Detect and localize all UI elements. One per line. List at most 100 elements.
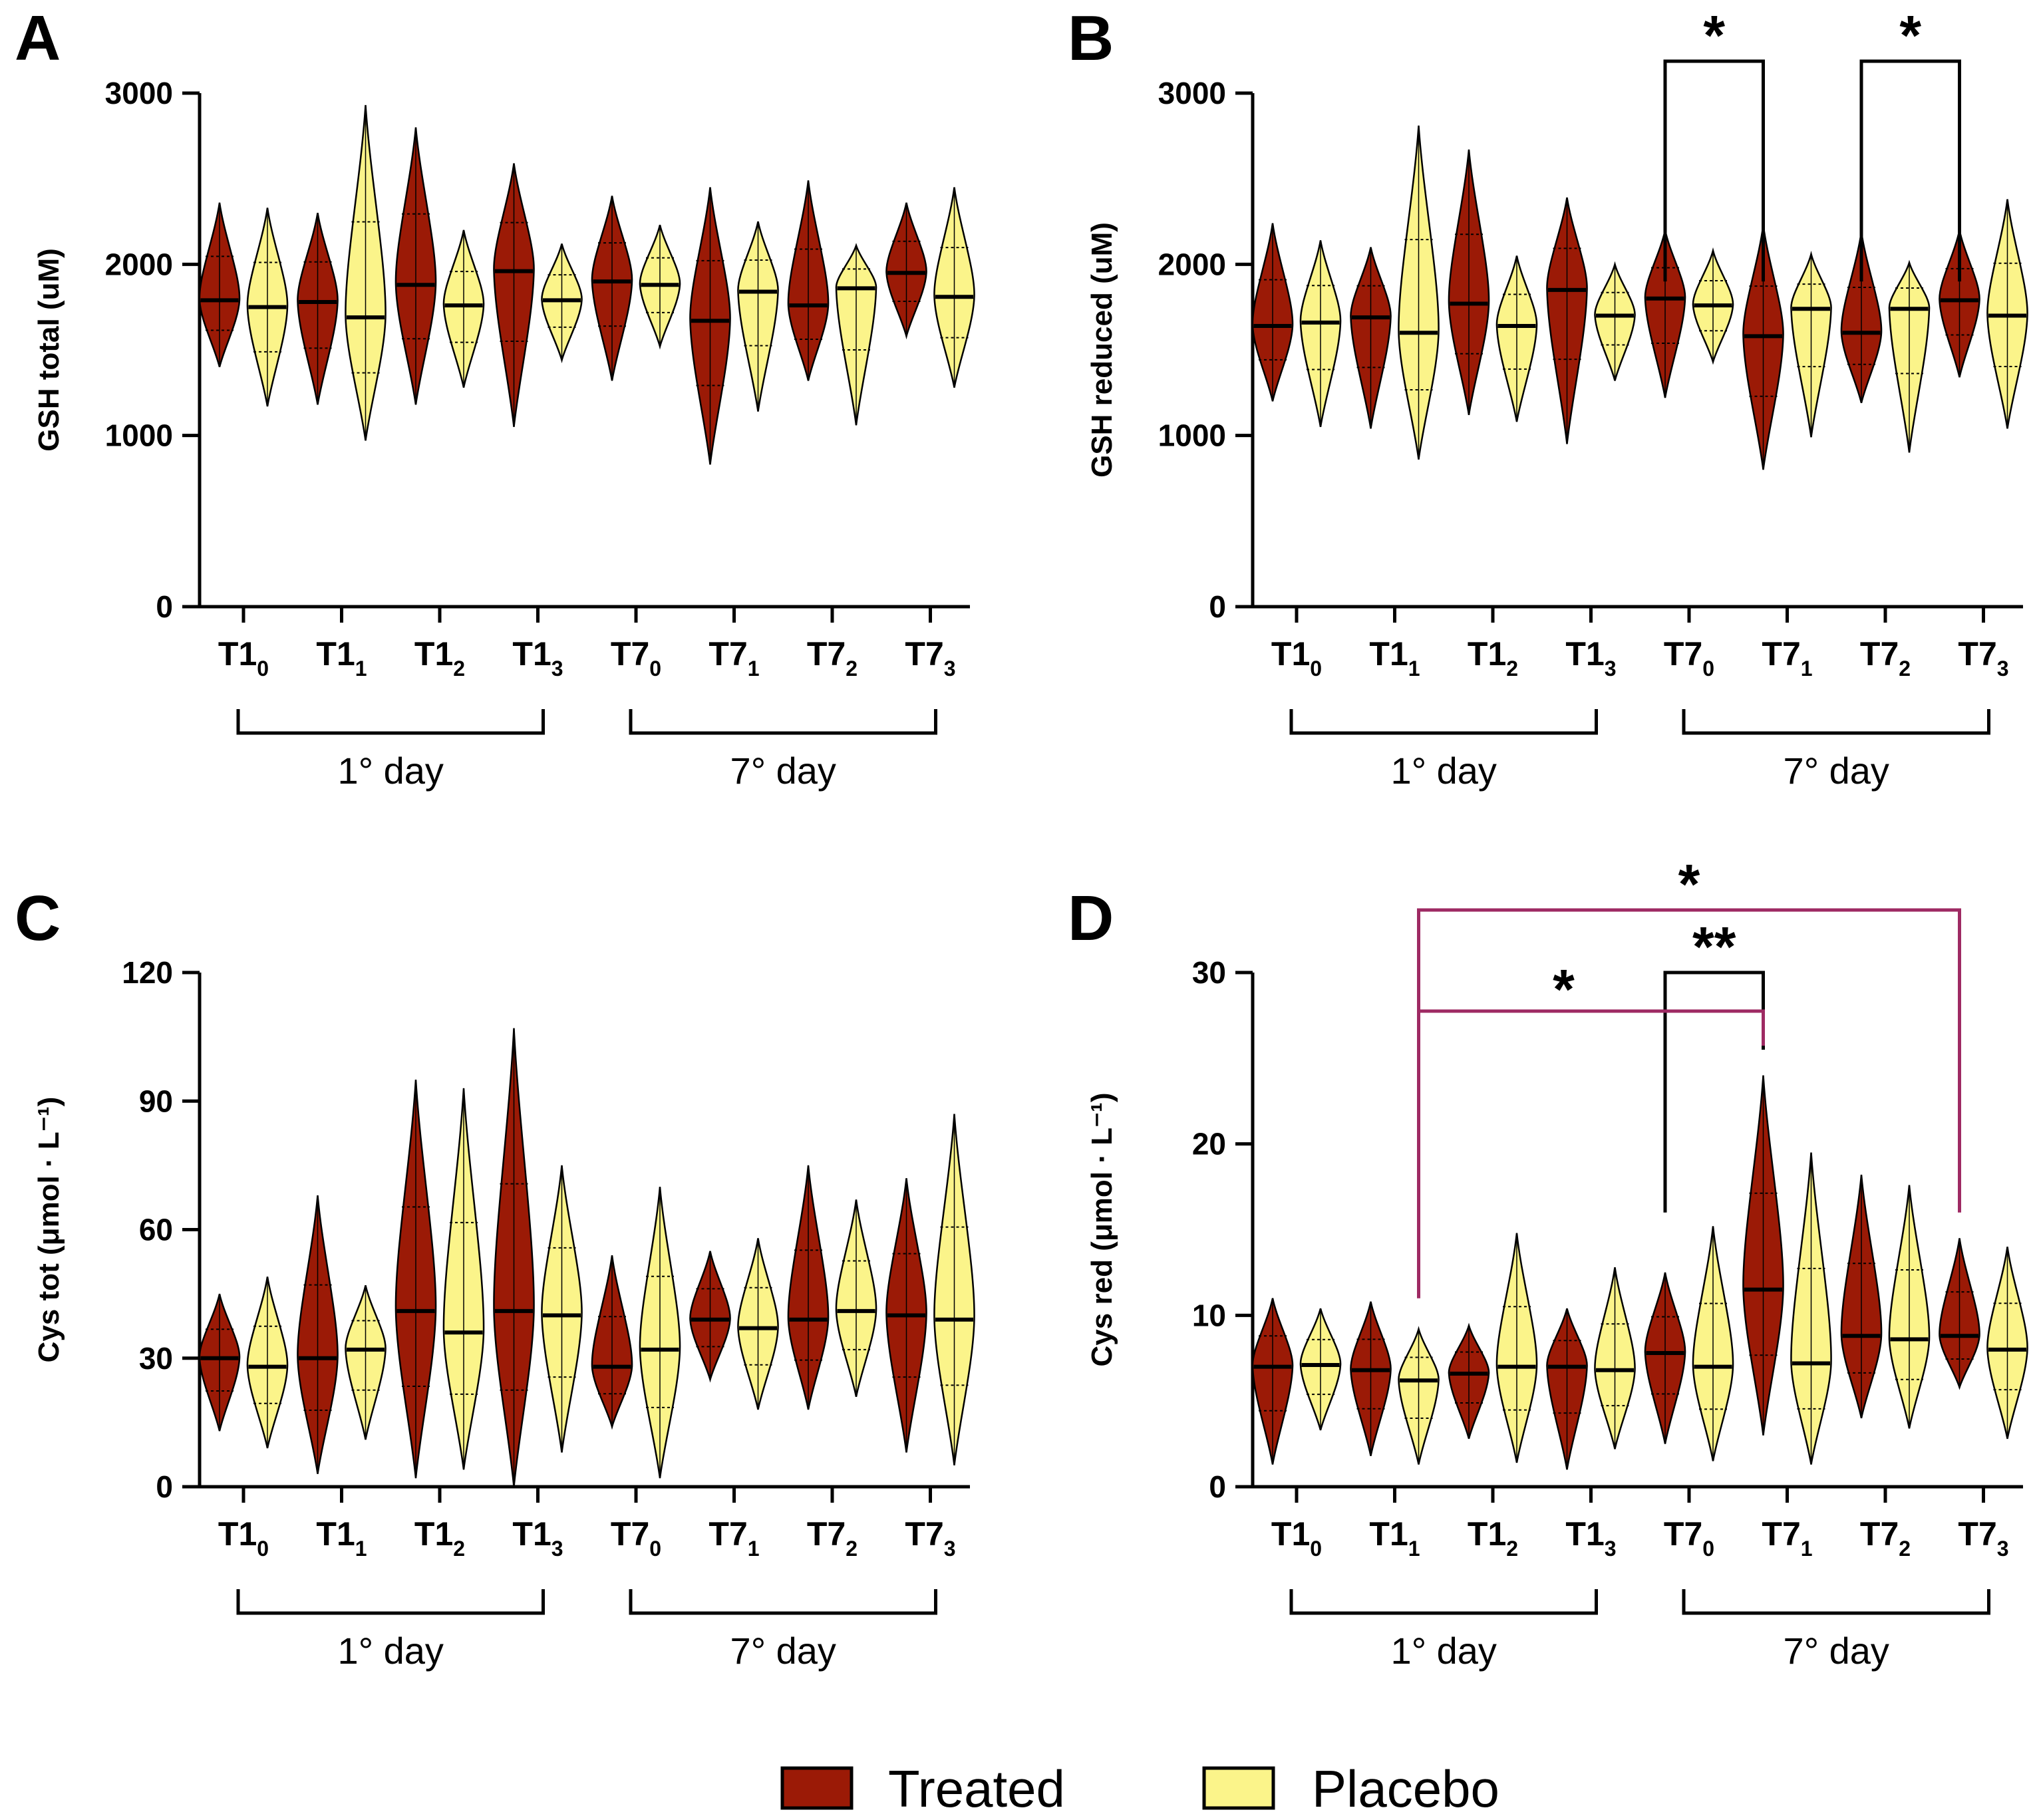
x-tick-main: T1 (1369, 635, 1408, 673)
x-tick-main: T7 (1860, 635, 1899, 673)
group-bracket (236, 709, 545, 735)
x-tick-subscript: 0 (1310, 1537, 1322, 1561)
y-tick-label: 0 (156, 1469, 173, 1504)
x-tick-subscript: 0 (649, 657, 661, 681)
x-tick-label: T13 (512, 635, 563, 681)
panel-letter-a: A (15, 3, 61, 74)
x-tick-main: T7 (1860, 1515, 1899, 1553)
x-tick-label: T71 (1762, 635, 1812, 681)
group-label: 7° day (1784, 750, 1889, 792)
group-label: 7° day (1784, 1630, 1889, 1672)
x-tick-label: T10 (1271, 1515, 1322, 1561)
y-tick-label: 30 (1192, 955, 1226, 990)
x-tick-main: T1 (1468, 635, 1506, 673)
legend-swatch-treated (780, 1766, 854, 1810)
y-tick-label: 3000 (1158, 76, 1226, 110)
x-tick-main: T1 (512, 635, 551, 673)
x-tick-label: T13 (512, 1515, 563, 1561)
y-axis-label: Cys tot (μmol · L⁻¹) (33, 1097, 65, 1363)
x-tick-label: T10 (218, 635, 269, 681)
y-tick-label: 120 (122, 955, 173, 990)
x-tick-label: T12 (414, 635, 465, 681)
y-tick-label: 2000 (1158, 247, 1226, 281)
x-tick-label: T12 (1468, 1515, 1518, 1561)
panel-letter-c: C (15, 883, 61, 954)
y-axis-label: GSH total (uM) (33, 248, 65, 452)
x-tick-main: T1 (512, 1515, 551, 1553)
x-tick-label: T11 (316, 1515, 367, 1561)
group-bracket (629, 709, 937, 735)
x-tick-subscript: 1 (748, 1537, 760, 1561)
x-tick-label: T70 (1664, 635, 1714, 681)
significance-label: * (1703, 4, 1725, 67)
y-tick-label: 0 (156, 589, 173, 624)
group-label: 7° day (730, 750, 836, 792)
x-tick-label: T12 (414, 1515, 465, 1561)
x-tick-subscript: 1 (1801, 1537, 1813, 1561)
x-tick-main: T7 (1958, 1515, 1996, 1553)
x-tick-label: T13 (1565, 1515, 1616, 1561)
x-tick-main: T1 (316, 635, 355, 673)
x-tick-subscript: 3 (551, 1537, 563, 1561)
x-tick-main: T7 (905, 1515, 943, 1553)
group-label: 1° day (338, 750, 444, 792)
x-tick-main: T7 (1762, 635, 1800, 673)
x-tick-subscript: 2 (846, 657, 858, 681)
x-tick-label: T11 (1369, 635, 1420, 681)
group-label: 1° day (1391, 750, 1497, 792)
x-tick-main: T1 (414, 1515, 453, 1553)
x-tick-label: T12 (1468, 635, 1518, 681)
x-tick-subscript: 1 (355, 657, 367, 681)
group-bracket (1682, 1589, 1990, 1615)
x-tick-main: T7 (905, 635, 943, 673)
x-tick-subscript: 2 (1506, 657, 1518, 681)
x-tick-label: T13 (1565, 635, 1616, 681)
x-tick-subscript: 1 (1408, 1537, 1420, 1561)
y-tick-label: 20 (1192, 1127, 1226, 1161)
x-tick-label: T71 (708, 1515, 759, 1561)
legend-label-treated: Treated (888, 1759, 1065, 1818)
group-bracket (1289, 709, 1598, 735)
y-tick-label: 10 (1192, 1298, 1226, 1332)
x-tick-subscript: 2 (1899, 1537, 1911, 1561)
x-tick-subscript: 2 (1506, 1537, 1518, 1561)
legend: Treated Placebo (780, 1759, 1499, 1818)
y-axis-label: GSH reduced (uM) (1086, 222, 1118, 478)
legend-swatch-placebo (1202, 1766, 1275, 1810)
x-tick-subscript: 3 (551, 657, 563, 681)
group-label: 7° day (730, 1630, 836, 1672)
significance-bracket (1663, 59, 1765, 282)
x-tick-main: T1 (414, 635, 453, 673)
x-tick-main: T1 (1565, 1515, 1604, 1553)
x-tick-subscript: 0 (1702, 1537, 1714, 1561)
x-tick-main: T1 (1369, 1515, 1408, 1553)
y-tick-label: 1000 (105, 418, 173, 453)
y-tick-label: 0 (1209, 1469, 1226, 1504)
x-tick-main: T7 (1664, 635, 1702, 673)
x-tick-subscript: 0 (649, 1537, 661, 1561)
x-tick-label: T73 (1958, 1515, 2008, 1561)
x-tick-subscript: 0 (1310, 657, 1322, 681)
x-tick-label: T72 (807, 635, 858, 681)
x-tick-subscript: 3 (1997, 657, 2009, 681)
x-tick-main: T7 (807, 635, 846, 673)
group-bracket (1682, 709, 1990, 735)
significance-bracket (1417, 908, 1961, 1298)
x-tick-subscript: 0 (1702, 657, 1714, 681)
x-tick-subscript: 1 (1408, 657, 1420, 681)
x-tick-subscript: 0 (257, 1537, 269, 1561)
x-tick-main: T7 (611, 635, 649, 673)
x-tick-label: T70 (611, 1515, 661, 1561)
x-tick-main: T7 (1664, 1515, 1702, 1553)
x-tick-subscript: 2 (1899, 657, 1911, 681)
x-tick-label: T10 (218, 1515, 269, 1561)
group-label: 1° day (1391, 1630, 1497, 1672)
x-tick-main: T1 (1565, 635, 1604, 673)
x-tick-subscript: 2 (846, 1537, 858, 1561)
x-tick-subscript: 1 (1801, 657, 1813, 681)
